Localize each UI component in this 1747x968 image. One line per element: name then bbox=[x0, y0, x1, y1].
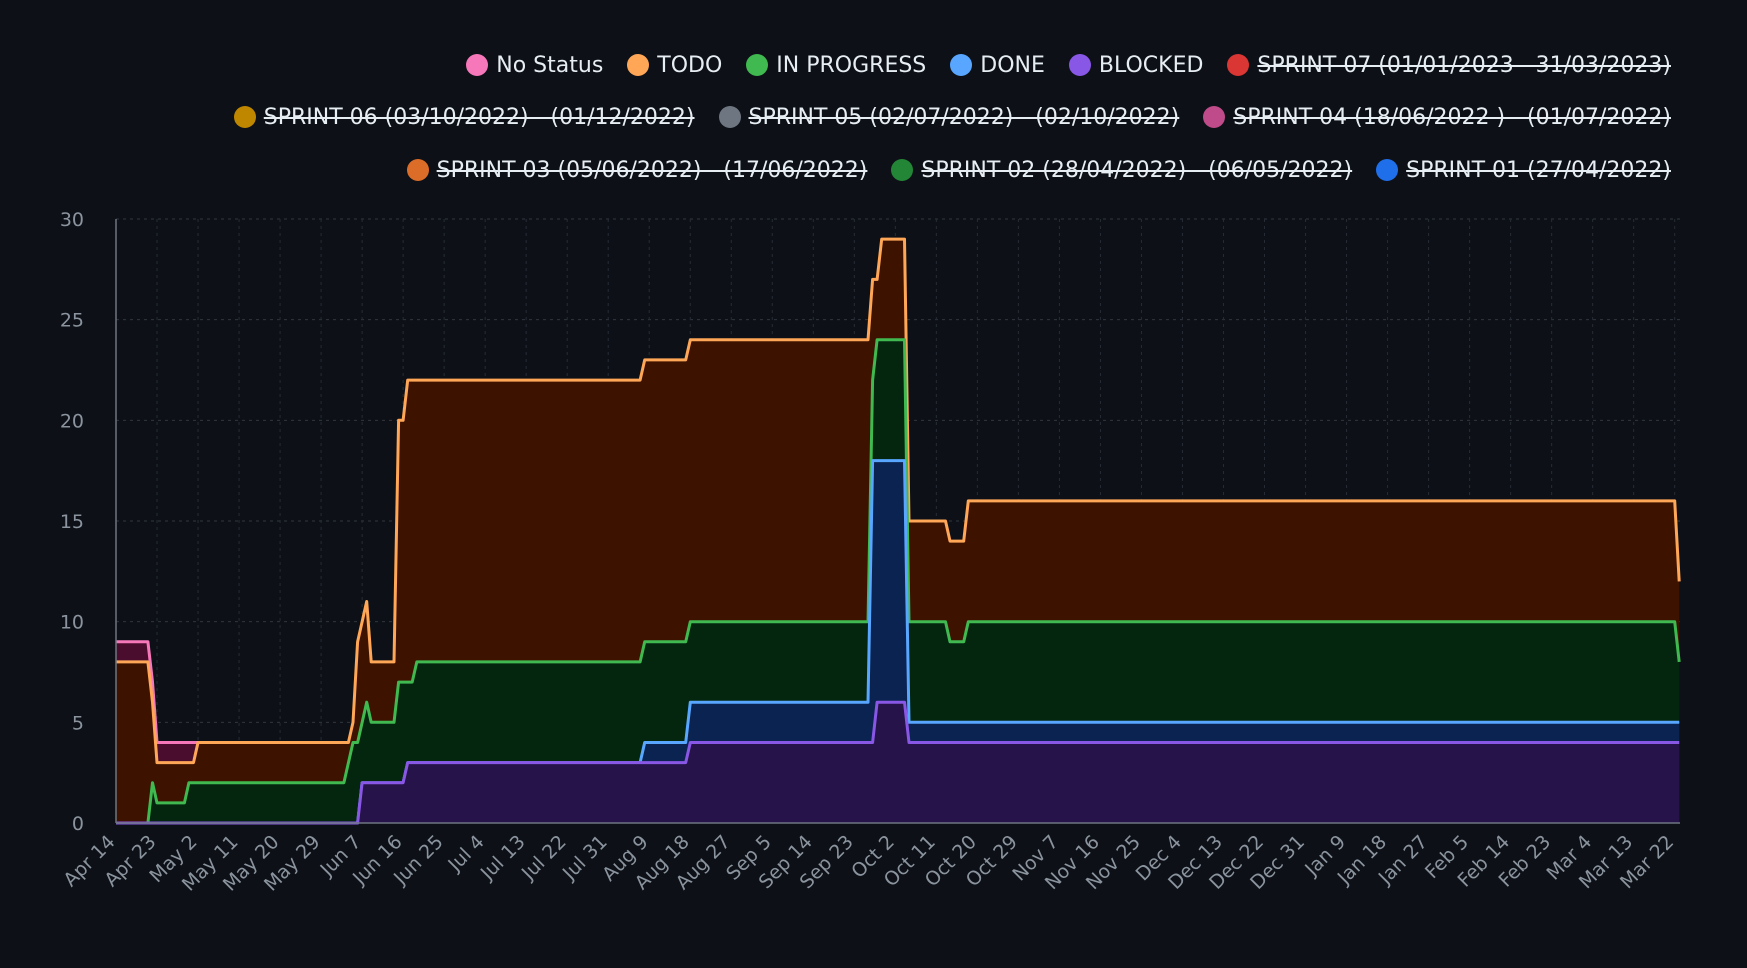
legend-swatch bbox=[1203, 106, 1226, 128]
legend-label: SPRINT 03 (05/06/2022) - (17/06/2022) bbox=[436, 157, 868, 183]
y-tick-label: 25 bbox=[60, 310, 84, 332]
legend-item[interactable]: DONE bbox=[950, 53, 1045, 78]
legend-row: SPRINT 03 (05/06/2022) - (17/06/2022) SPR… bbox=[406, 152, 1671, 188]
series-line-todo bbox=[116, 237, 1681, 765]
legend-label: No Status bbox=[496, 52, 604, 78]
y-tick-label: 30 bbox=[60, 209, 84, 231]
legend-label: TODO bbox=[657, 52, 723, 78]
x-tick-label: Jul 13 bbox=[476, 831, 530, 885]
series-area-done bbox=[116, 460, 1680, 823]
series-line-blocked bbox=[116, 700, 1680, 825]
legend-label: SPRINT 06 (03/10/2022) - (01/12/2022) bbox=[263, 104, 695, 130]
legend-row: SPRINT 06 (03/10/2022) - (01/12/2022) SPR… bbox=[233, 99, 1671, 135]
legend-item[interactable]: SPRINT 06 (03/10/2022) - (01/12/2022) bbox=[233, 104, 695, 130]
legend-item[interactable]: SPRINT 04 (18/06/2022 ) - (01/07/2022) bbox=[1203, 105, 1671, 130]
legend-swatch bbox=[627, 54, 650, 76]
legend-label: DONE bbox=[980, 52, 1045, 78]
y-tick-label: 5 bbox=[72, 712, 84, 734]
legend-label: BLOCKED bbox=[1098, 52, 1204, 78]
series-line-in-progress bbox=[116, 338, 1681, 825]
legend-item[interactable]: SPRINT 03 (05/06/2022) - (17/06/2022) bbox=[406, 157, 868, 183]
legend-swatch bbox=[1227, 54, 1250, 76]
legend-swatch bbox=[891, 159, 914, 181]
legend-swatch bbox=[1068, 54, 1091, 76]
legend-item[interactable]: SPRINT 05 (02/07/2022) - (02/10/2022) bbox=[718, 104, 1180, 130]
legend-swatch bbox=[1376, 159, 1399, 181]
legend-item[interactable]: SPRINT 01 (27/04/2022) bbox=[1376, 158, 1671, 183]
legend-item[interactable]: SPRINT 02 (28/04/2022) - (06/05/2022) bbox=[891, 158, 1352, 183]
y-tick-label: 0 bbox=[72, 813, 84, 835]
legend-label: SPRINT 01 (27/04/2022) bbox=[1406, 157, 1671, 183]
legend-label: SPRINT 05 (02/07/2022) - (02/10/2022) bbox=[748, 104, 1180, 130]
legend-item[interactable]: TODO bbox=[627, 53, 722, 78]
y-tick-label: 10 bbox=[60, 612, 84, 634]
x-tick-label: Jul 22 bbox=[517, 831, 571, 885]
legend-row: No Status TODO IN PROGRESS DONE BLOCKED SPRIN… bbox=[466, 47, 1671, 83]
legend-label: SPRINT 04 (18/06/2022 ) - (01/07/2022) bbox=[1233, 104, 1671, 130]
legend-label: IN PROGRESS bbox=[776, 52, 927, 78]
y-tick-label: 15 bbox=[60, 511, 84, 533]
legend-swatch bbox=[950, 54, 973, 76]
legend-item[interactable]: SPRINT 07 (01/01/2023 - 31/03/2023) bbox=[1227, 53, 1671, 78]
series-area-blocked bbox=[116, 702, 1680, 823]
legend-item[interactable]: IN PROGRESS bbox=[746, 53, 926, 78]
legend-swatch bbox=[746, 54, 769, 76]
y-tick-label: 20 bbox=[60, 410, 84, 432]
legend-label: SPRINT 02 (28/04/2022) - (06/05/2022) bbox=[921, 157, 1353, 183]
legend-label: SPRINT 07 (01/01/2023 - 31/03/2023) bbox=[1257, 52, 1671, 78]
legend-swatch bbox=[233, 106, 256, 128]
legend-swatch bbox=[718, 106, 741, 128]
legend-swatch bbox=[406, 159, 429, 181]
legend-item[interactable]: BLOCKED bbox=[1068, 52, 1204, 78]
legend-item[interactable]: No Status bbox=[466, 53, 603, 78]
legend-swatch bbox=[466, 54, 489, 76]
